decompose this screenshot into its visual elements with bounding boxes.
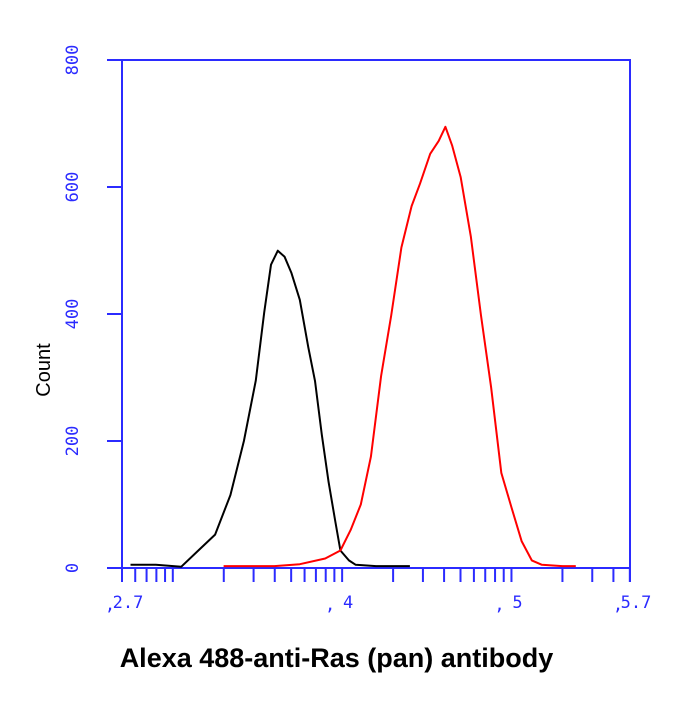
x-axis-label: Alexa 488-anti-Ras (pan) antibody <box>119 643 554 673</box>
series-line-control <box>130 249 410 568</box>
y-tick-label: 400 <box>63 299 83 330</box>
y-tick-label: 0 <box>63 563 83 573</box>
x-tick-base-mark: , <box>494 595 504 615</box>
x-tick-base-mark: , <box>105 595 115 615</box>
plot-frame <box>121 59 631 569</box>
y-tick-label: 600 <box>63 172 83 203</box>
y-tick-label: 800 <box>63 45 83 76</box>
y-tick-label: 200 <box>63 426 83 457</box>
x-tick-label: 2.7 <box>113 593 144 613</box>
x-tick-base-mark: , <box>613 595 623 615</box>
x-tick-base-mark: , <box>325 595 335 615</box>
x-tick-label: 4 <box>343 593 353 613</box>
x-tick-label: 5.7 <box>621 593 652 613</box>
series-line-ras-pan- <box>223 125 576 568</box>
y-axis-label: Count <box>33 343 55 397</box>
x-tick-label: 5 <box>512 593 522 613</box>
